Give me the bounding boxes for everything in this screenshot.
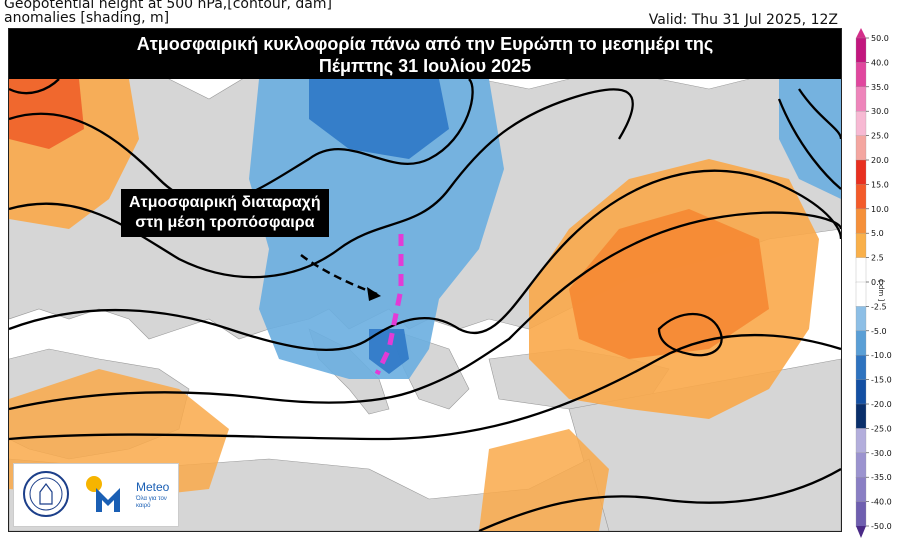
colorbar-segment bbox=[855, 330, 867, 356]
colorbar-segment bbox=[855, 355, 867, 381]
colorbar-segment bbox=[855, 281, 867, 308]
colorbar: 50.0 40.0 35.0 30.0 25.0 20.0 15.0 10.0 5.0 2.5 0.… bbox=[855, 28, 892, 538]
trough-axis-line bbox=[374, 234, 404, 376]
colorbar-tick-label: -35.0 bbox=[871, 473, 892, 482]
colorbar-tick-label: 25.0 bbox=[871, 132, 889, 141]
negative-anomaly-trough-core bbox=[309, 79, 449, 159]
header-variable-line: Geopotential height at 500 hPa,[contour,… bbox=[4, 0, 332, 12]
colorbar-segment bbox=[855, 501, 867, 527]
colorbar-segment bbox=[855, 403, 867, 430]
colorbar-tick-label: -25.0 bbox=[871, 424, 892, 433]
annotation-line-1: Ατμοσφαιρική διαταραχή bbox=[129, 194, 321, 211]
colorbar-segment bbox=[855, 257, 867, 283]
colorbar-segment bbox=[855, 62, 867, 88]
colorbar-segment bbox=[855, 184, 867, 210]
colorbar-segment bbox=[855, 37, 867, 64]
colorbar-tick-label: 5.0 bbox=[871, 229, 884, 238]
colorbar-tick-label: -30.0 bbox=[871, 449, 892, 458]
colorbar-tick-label: 30.0 bbox=[871, 107, 889, 116]
colorbar-bottom-extend bbox=[856, 526, 866, 538]
colorbar-tick-label: 10.0 bbox=[871, 205, 889, 214]
valid-time: Valid: Thu 31 Jul 2025, 12Z bbox=[648, 12, 838, 28]
colorbar-segment bbox=[855, 111, 867, 137]
meteo-tagline: Όλα για τον καιρό bbox=[136, 496, 167, 509]
colorbar-segment bbox=[855, 159, 867, 186]
colorbar-segment bbox=[855, 86, 867, 112]
colorbar-segment bbox=[855, 233, 867, 259]
colorbar-tick-label: -40.0 bbox=[871, 498, 892, 507]
meteo-logo-icon bbox=[86, 476, 120, 512]
contour-4 bbox=[9, 211, 841, 411]
university-seal-icon bbox=[23, 471, 69, 517]
map-title-line-1: Ατμοσφαιρική κυκλοφορία πάνω από την Ευρ… bbox=[136, 34, 714, 54]
colorbar-tick-label: 50.0 bbox=[871, 34, 889, 43]
contour-2 bbox=[9, 88, 634, 279]
map-panel[interactable]: Ατμοσφαιρική κυκλοφορία πάνω από την Ευρ… bbox=[8, 28, 842, 532]
contour-ne-low-2 bbox=[777, 98, 841, 190]
colorbar-tick-label: 2.5 bbox=[871, 254, 884, 263]
meteo-brand-text: Meteo bbox=[136, 480, 170, 494]
colorbar-segment bbox=[855, 306, 867, 332]
positive-anomaly-east-core bbox=[569, 209, 769, 359]
contour-6 bbox=[478, 468, 841, 531]
colorbar-tick-label: -50.0 bbox=[871, 522, 892, 531]
map-title-line-2: Πέμπτης 31 Ιουλίου 2025 bbox=[318, 56, 532, 76]
logo-panel: Meteo Όλα για τον καιρό bbox=[13, 463, 179, 527]
map-title: Ατμοσφαιρική κυκλοφορία πάνω από την Ευρ… bbox=[9, 29, 841, 79]
colorbar-tick-label: -2.5 bbox=[871, 302, 887, 311]
colorbar-segment bbox=[855, 452, 867, 478]
colorbar-tick-label: -5.0 bbox=[871, 327, 887, 336]
colorbar-tick-label: -10.0 bbox=[871, 351, 892, 360]
contour-nw-low bbox=[9, 78, 60, 95]
colorbar-segment bbox=[855, 208, 867, 234]
colorbar-segment bbox=[855, 379, 867, 405]
contour-5 bbox=[9, 333, 841, 441]
contour-1 bbox=[9, 78, 474, 204]
colorbar-tick-label: 40.0 bbox=[871, 58, 889, 67]
contour-3 bbox=[9, 169, 841, 352]
disturbance-arrow bbox=[300, 254, 381, 301]
positive-anomaly-southeast bbox=[479, 429, 609, 531]
geopotential-contours bbox=[9, 78, 841, 531]
colorbar-tick-label: 0.0 bbox=[871, 278, 884, 287]
negative-anomaly-northeast bbox=[779, 79, 841, 199]
colorbar-tick-label: 15.0 bbox=[871, 180, 889, 189]
colorbar-tick-label: 20.0 bbox=[871, 156, 889, 165]
colorbar-tick-label: -20.0 bbox=[871, 400, 892, 409]
colorbar-segment bbox=[855, 428, 867, 454]
colorbar-segment bbox=[855, 477, 867, 503]
contour-ne-low bbox=[798, 88, 841, 140]
map-canvas bbox=[9, 58, 841, 531]
header-shading-line: anomalies [shading, m] bbox=[4, 10, 170, 26]
annotation-line-2: στη μέση τροπόσφαιρα bbox=[135, 214, 315, 231]
colorbar-tick-label: -15.0 bbox=[871, 376, 892, 385]
disturbance-annotation: Ατμοσφαιρική διαταραχή στη μέση τροπόσφα… bbox=[121, 189, 329, 237]
negative-anomaly-cutoff bbox=[369, 329, 409, 374]
heat-low-contour bbox=[657, 313, 723, 357]
colorbar-top-extend bbox=[856, 28, 866, 38]
colorbar-tick-label: 35.0 bbox=[871, 83, 889, 92]
colorbar-segment bbox=[855, 135, 867, 161]
colorbar-unit: [ dm ] bbox=[877, 280, 885, 302]
